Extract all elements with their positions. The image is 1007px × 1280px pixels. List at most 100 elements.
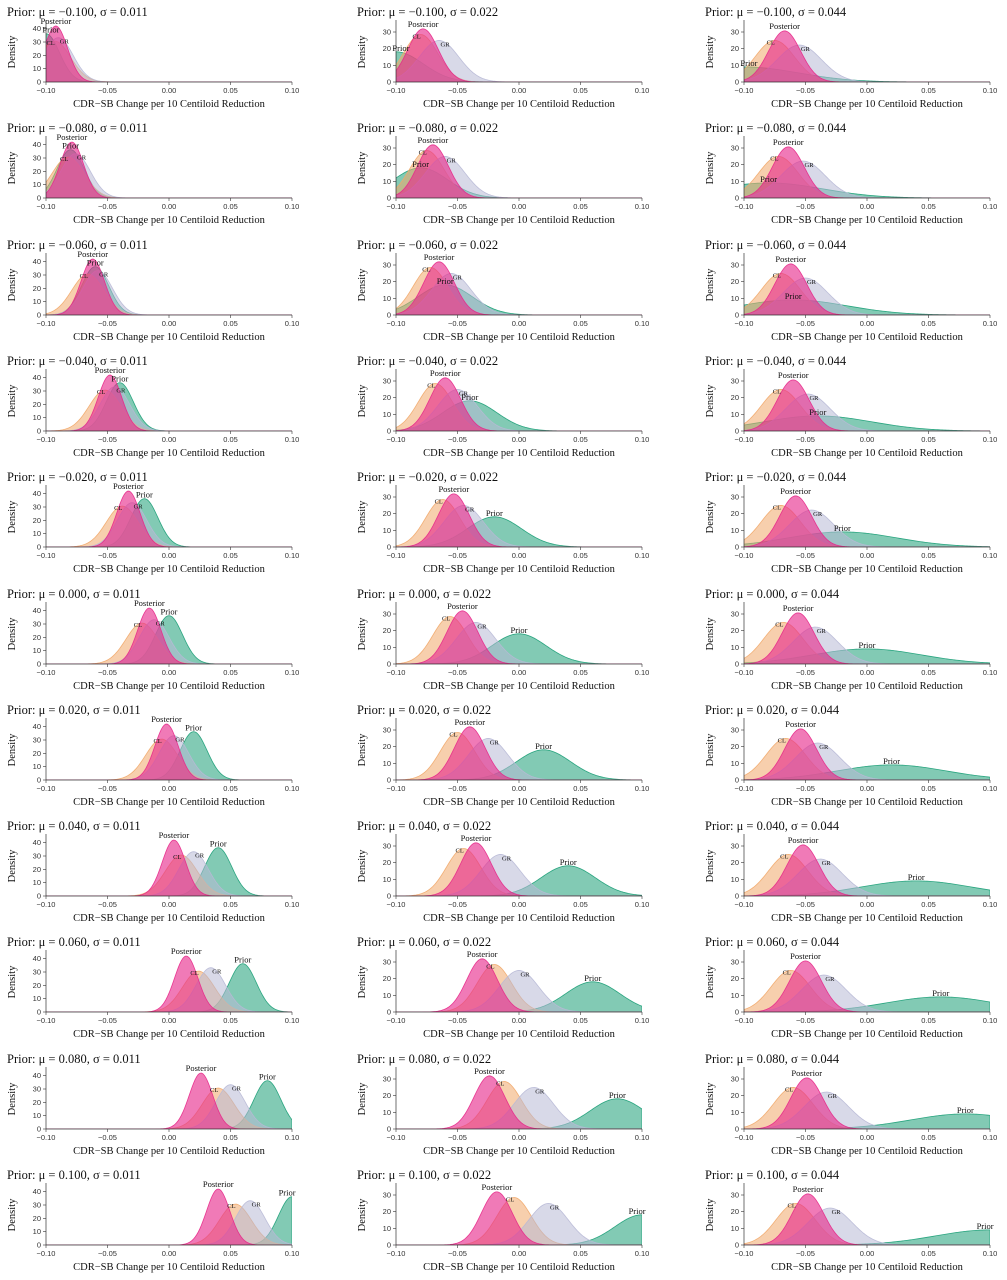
panel-title: Prior: μ = 0.020, σ = 0.044: [705, 703, 840, 717]
y-tick-label: 20: [33, 1098, 41, 1107]
density-posterior: [744, 495, 990, 547]
density-gr: [46, 619, 292, 664]
x-axis-label: CDR−SB Change per 10 Centiloid Reduction: [73, 1262, 265, 1273]
y-tick-label: 40: [33, 838, 41, 847]
panel-7-3: Prior: μ = 0.020, σ = 0.044 Density 0 10 20 3…: [698, 698, 1007, 814]
series-label-posterior: Posterior: [203, 1179, 234, 1189]
panel-title: Prior: μ = 0.060, σ = 0.011: [7, 935, 141, 949]
x-tick-label: 0.10: [285, 1249, 300, 1258]
series-label-prior: Prior: [185, 723, 202, 733]
y-tick-label: 10: [383, 177, 391, 186]
y-tick-label: 0: [37, 1125, 41, 1134]
x-axis-label: CDR−SB Change per 10 Centiloid Reduction: [771, 1029, 963, 1040]
y-tick-label: 20: [33, 1214, 41, 1223]
x-tick-label: 0.05: [921, 202, 936, 211]
density-posterior: [46, 1072, 292, 1129]
y-tick-label: 10: [731, 875, 739, 884]
series-label-gr: GR: [813, 511, 823, 518]
x-tick-label: −0.05: [98, 202, 117, 211]
x-tick-label: 0.10: [635, 319, 650, 328]
series-label-prior: Prior: [392, 43, 409, 53]
y-tick-label: 10: [731, 643, 739, 652]
series-label-prior: Prior: [486, 508, 503, 518]
y-tick-label: 20: [33, 516, 41, 525]
y-tick-label: 30: [383, 28, 391, 37]
x-axis-label: CDR−SB Change per 10 Centiloid Reduction: [73, 99, 265, 110]
x-tick-label: −0.05: [448, 319, 467, 328]
x-tick-label: 0.00: [512, 1016, 527, 1025]
panel-6-3: Prior: μ = 0.000, σ = 0.044 Density 0 10 20 3…: [698, 582, 1007, 698]
panel-svg: Prior: μ = 0.080, σ = 0.011 Density 0 10 20 3…: [7, 1052, 299, 1157]
y-tick-label: 30: [33, 620, 41, 629]
x-tick-label: 0.00: [860, 202, 875, 211]
y-tick-label: 20: [383, 44, 391, 53]
x-tick-label: 0.10: [983, 1249, 998, 1258]
density-posterior: [396, 28, 642, 82]
panel-svg: Prior: μ = 0.040, σ = 0.011 Density 0 10 20 3…: [7, 819, 299, 924]
x-tick-label: −0.05: [98, 900, 117, 909]
series-label-gr: GR: [99, 272, 109, 279]
series-label-cl: CL: [785, 1086, 793, 1093]
y-tick-label: 10: [33, 1111, 41, 1120]
x-tick-label: −0.10: [387, 435, 406, 444]
series-label-prior: Prior: [42, 25, 59, 35]
series-label-prior: Prior: [740, 58, 757, 68]
x-tick-label: 0.10: [635, 86, 650, 95]
series-label-gr: GR: [175, 737, 185, 744]
series-label-gr: GR: [195, 853, 205, 860]
panel-6-2: Prior: μ = 0.000, σ = 0.022 Density 0 10 20 3…: [350, 582, 685, 698]
panel-5-3: Prior: μ = −0.020, σ = 0.044 Density 0 10 20…: [698, 465, 1007, 581]
y-tick-label: 0: [387, 892, 391, 901]
series-label-posterior: Posterior: [418, 135, 449, 145]
x-tick-label: 0.05: [573, 900, 588, 909]
series-label-posterior: Posterior: [430, 368, 461, 378]
series-label-gr: GR: [447, 157, 457, 164]
series-label-posterior: Posterior: [186, 1063, 217, 1073]
y-tick-label: 20: [731, 626, 739, 635]
y-tick-label: 20: [731, 1091, 739, 1100]
panel-svg: Prior: μ = −0.060, σ = 0.022 Density 0 10 20…: [357, 238, 650, 343]
series-label-prior: Prior: [629, 1206, 646, 1216]
y-axis-label: Density: [7, 617, 18, 650]
panel-8-3: Prior: μ = 0.040, σ = 0.044 Density 0 10 20 3…: [698, 814, 1007, 930]
x-tick-label: −0.05: [796, 86, 815, 95]
y-tick-label: 0: [387, 543, 391, 552]
panel-svg: Prior: μ = 0.000, σ = 0.022 Density 0 10 20 3…: [357, 587, 649, 692]
series-label-prior: Prior: [511, 625, 528, 635]
x-tick-label: −0.10: [387, 202, 406, 211]
x-tick-label: 0.00: [162, 668, 177, 677]
series-label-gr: GR: [441, 41, 451, 48]
series-label-posterior: Posterior: [438, 484, 469, 494]
y-tick-label: 20: [731, 160, 739, 169]
y-tick-label: 20: [33, 981, 41, 990]
y-tick-label: 30: [383, 842, 391, 851]
x-tick-label: 0.05: [573, 319, 588, 328]
y-tick-label: 10: [383, 1108, 391, 1117]
density-posterior: [46, 723, 292, 780]
panel-9-2: Prior: μ = 0.060, σ = 0.022 Density 0 10 20 3…: [350, 930, 685, 1046]
y-axis-label: Density: [7, 849, 18, 882]
y-tick-label: 10: [383, 759, 391, 768]
panel-svg: Prior: μ = 0.060, σ = 0.022 Density 0 10 20 3…: [357, 935, 649, 1040]
series-label-cl: CL: [435, 499, 443, 506]
series-label-gr: GR: [520, 971, 530, 978]
x-tick-label: 0.00: [860, 784, 875, 793]
series-label-prior: Prior: [437, 276, 454, 286]
y-tick-label: 0: [387, 194, 391, 203]
x-tick-label: 0.00: [512, 435, 527, 444]
series-label-cl: CL: [775, 621, 783, 628]
x-tick-label: 0.00: [860, 319, 875, 328]
x-tick-label: 0.05: [223, 319, 238, 328]
y-axis-label: Density: [7, 1198, 18, 1231]
x-tick-label: −0.10: [387, 86, 406, 95]
density-posterior: [46, 374, 292, 431]
series-label-posterior: Posterior: [482, 1182, 513, 1192]
panel-title: Prior: μ = −0.080, σ = 0.044: [705, 121, 847, 135]
series-label-cl: CL: [46, 40, 54, 47]
x-tick-label: 0.10: [983, 784, 998, 793]
panel-svg: Prior: μ = −0.080, σ = 0.044 Density 0 10 20…: [705, 121, 997, 226]
x-tick-label: 0.10: [285, 668, 300, 677]
x-axis-label: CDR−SB Change per 10 Centiloid Reduction: [73, 797, 265, 808]
x-tick-label: 0.10: [983, 86, 998, 95]
x-tick-label: −0.10: [735, 551, 754, 560]
